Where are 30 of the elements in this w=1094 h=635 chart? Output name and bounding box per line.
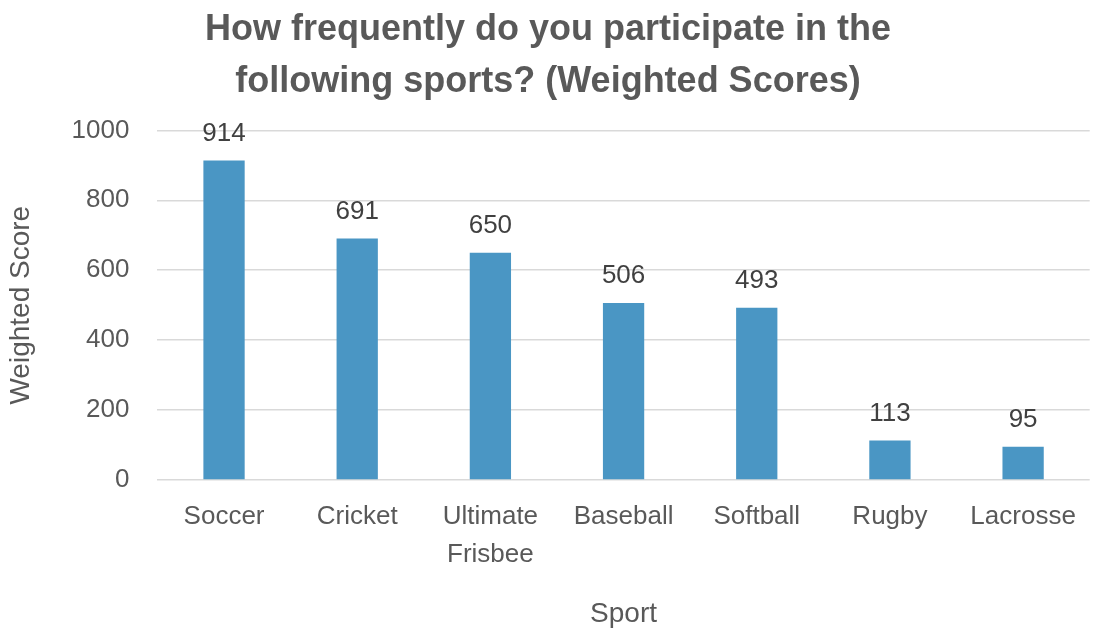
x-tick-label: Soccer (183, 500, 265, 531)
bar (336, 238, 378, 480)
x-tick-label: Baseball (573, 500, 674, 531)
x-tick-label: Cricket (316, 500, 399, 531)
bar (602, 303, 645, 480)
y-tick-label: 800 (86, 183, 130, 214)
bar (736, 307, 778, 480)
x-axis-title: Sport (590, 596, 658, 628)
data-label: 650 (468, 208, 513, 239)
y-tick-label: 0 (114, 463, 130, 494)
x-tick-label: Softball (713, 500, 801, 531)
bar (203, 160, 245, 480)
bar (869, 440, 911, 480)
data-label: 506 (601, 259, 646, 290)
data-label: 113 (869, 396, 911, 427)
y-tick-label: 200 (86, 393, 130, 424)
x-tick-label: Ultimate Frisbee (442, 500, 539, 568)
y-tick-label: 400 (86, 323, 130, 354)
y-axis-title: Weighted Score (3, 205, 35, 405)
data-label: 691 (335, 194, 379, 225)
x-tick-label: Lacrosse (970, 500, 1076, 531)
bar (469, 252, 512, 480)
bar (1002, 446, 1044, 480)
data-label: 95 (1008, 402, 1038, 433)
data-label: 914 (202, 116, 246, 147)
data-label: 493 (735, 263, 779, 294)
x-tick-label: Rugby (852, 500, 928, 531)
y-tick-label: 600 (86, 253, 130, 284)
chart-title: How frequently do you participate in the following sports? (Weighted Scores) (204, 7, 892, 101)
y-tick-label: 1000 (71, 113, 130, 144)
